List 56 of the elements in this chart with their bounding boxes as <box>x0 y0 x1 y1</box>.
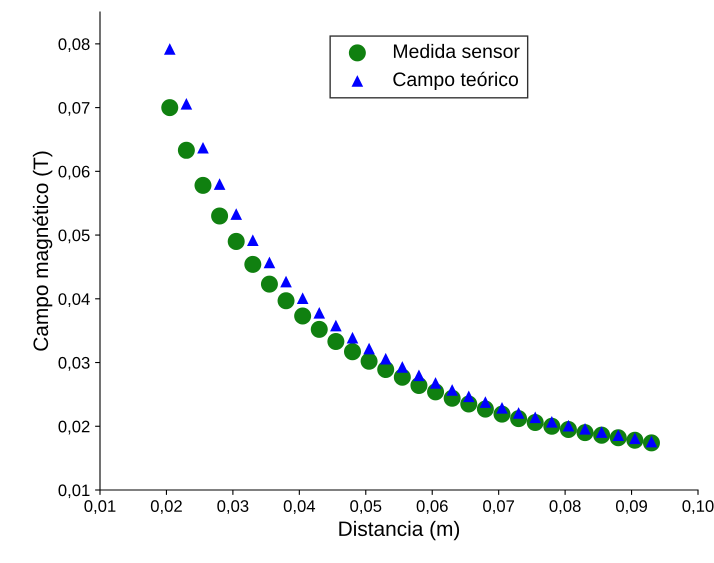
point <box>380 352 392 365</box>
y-tick-label: 0,08 <box>58 38 90 52</box>
point <box>310 320 328 338</box>
x-tick-label: 0,05 <box>350 500 382 514</box>
point <box>430 377 442 389</box>
y-tick-label: 0,02 <box>58 420 90 434</box>
point <box>480 396 492 408</box>
x-tick-label: 0,09 <box>616 500 647 514</box>
x-tick-label: 0,02 <box>150 500 182 514</box>
point <box>264 256 276 268</box>
point <box>194 176 212 194</box>
point <box>214 178 226 190</box>
y-tick-label: 0,05 <box>58 229 90 244</box>
point <box>396 361 408 373</box>
point <box>296 292 308 304</box>
point <box>446 384 458 396</box>
x-tick-label: 0,06 <box>416 500 448 514</box>
point <box>327 332 344 350</box>
point <box>346 332 358 344</box>
y-tick-label: 0,07 <box>58 102 90 116</box>
point <box>161 99 178 116</box>
point <box>164 43 176 55</box>
x-tick-label: 0,04 <box>284 500 316 514</box>
point <box>244 256 262 273</box>
y-axis-title: Campo magnético (T) <box>32 152 52 351</box>
point <box>462 390 475 402</box>
point <box>180 98 192 110</box>
point <box>228 232 245 250</box>
point <box>496 402 508 414</box>
x-tick-label: 0,03 <box>217 500 248 514</box>
x-tick-label: 0,10 <box>682 500 714 514</box>
point <box>330 320 342 332</box>
x-tick-label: 0,07 <box>483 500 514 514</box>
x-tick-label: 0,01 <box>84 500 116 514</box>
y-tick-label: 0,03 <box>58 356 90 371</box>
point <box>313 307 326 319</box>
point <box>360 352 378 370</box>
point <box>260 276 278 293</box>
point <box>278 292 295 310</box>
legend-label: Medida sensor <box>394 44 520 58</box>
x-axis-title: Distancia (m) <box>339 520 460 540</box>
point <box>363 342 375 354</box>
point <box>230 208 242 220</box>
legend-label: Campo teórico <box>393 72 518 90</box>
point <box>178 142 195 159</box>
y-tick-label: 0,01 <box>58 484 90 498</box>
point <box>294 308 312 325</box>
point <box>247 234 259 246</box>
point <box>344 343 361 360</box>
y-tick-label: 0,04 <box>58 293 90 307</box>
x-tick-label: 0,08 <box>550 500 581 514</box>
point <box>413 369 425 382</box>
point <box>280 276 292 288</box>
y-tick-label: 0,06 <box>58 166 90 180</box>
point <box>211 207 228 224</box>
point <box>197 142 209 154</box>
